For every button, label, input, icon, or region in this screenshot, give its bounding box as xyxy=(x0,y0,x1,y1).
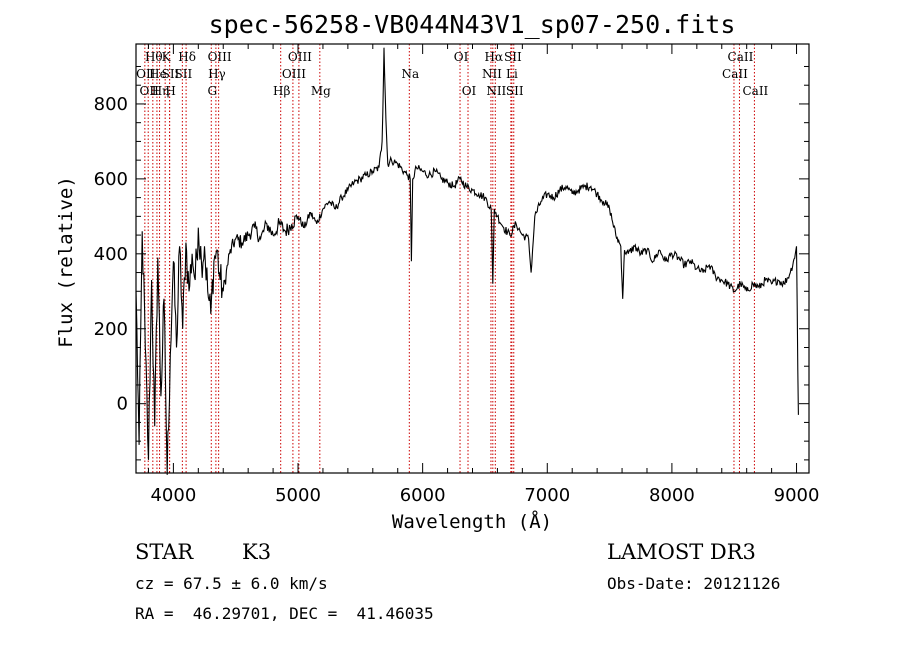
line-marker-label: G xyxy=(207,84,217,98)
spectrum-plot: spec-56258-VB044N43V1_sp07-250.fits OII O… xyxy=(55,10,820,533)
line-marker-label: H xyxy=(165,84,175,98)
line-marker-label: Hγ xyxy=(208,67,226,81)
line-marker-label: Hθ xyxy=(145,50,163,64)
line-marker-labels: OIIOIIHθHeHηKSIIHHδSIIGHγOIIIHβOIIIOIIIM… xyxy=(136,50,768,98)
line-marker-label: Hα xyxy=(485,50,504,64)
y-tick-label: 800 xyxy=(94,94,128,115)
line-marker-label: SII xyxy=(504,50,522,64)
line-marker-label: OII xyxy=(136,67,156,81)
line-marker-label: OI xyxy=(462,84,477,98)
line-marker-label: Hβ xyxy=(273,84,290,98)
line-marker-label: K xyxy=(162,50,172,64)
x-tick-label: 4000 xyxy=(150,485,196,506)
line-marker-label: OIII xyxy=(282,67,306,81)
coordinates: RA = 46.29701, DEC = 41.46035 xyxy=(135,604,434,623)
line-marker-label: NII xyxy=(486,84,506,98)
line-marker-label: SII xyxy=(506,84,524,98)
line-marker-label: SII xyxy=(162,67,180,81)
spectrum-line xyxy=(135,47,799,475)
line-marker-label: OIII xyxy=(288,50,312,64)
y-tick-label: 600 xyxy=(94,169,128,190)
line-marker-label: CaII xyxy=(728,50,754,64)
line-marker-label: Li xyxy=(506,67,518,81)
line-markers xyxy=(144,44,755,473)
y-tick-label: 400 xyxy=(94,244,128,265)
line-marker-label: Mg xyxy=(311,84,331,98)
axis-tick-labels: 4000 5000 6000 7000 8000 9000 0 200 400 600 800 xyxy=(94,94,820,506)
line-marker-label: OIII xyxy=(208,50,232,64)
object-class: STAR xyxy=(135,540,194,564)
redshift-info: cz = 67.5 ± 6.0 km/s xyxy=(135,574,328,593)
plot-frame xyxy=(135,43,810,474)
line-marker-label: Hη xyxy=(152,84,170,98)
axis-ticks xyxy=(136,44,809,473)
x-tick-label: 5000 xyxy=(275,485,321,506)
x-tick-label: 7000 xyxy=(524,485,570,506)
chart-title: spec-56258-VB044N43V1_sp07-250.fits xyxy=(209,10,736,39)
x-tick-label: 9000 xyxy=(774,485,820,506)
line-marker-label: SII xyxy=(175,67,193,81)
y-tick-label: 0 xyxy=(117,394,128,415)
x-tick-label: 8000 xyxy=(649,485,695,506)
line-marker-label: He xyxy=(149,67,167,81)
object-subclass: K3 xyxy=(242,540,272,564)
line-marker-label: CaII xyxy=(742,84,768,98)
survey-label: LAMOST DR3 xyxy=(607,540,756,564)
line-marker-label: CaII xyxy=(722,67,748,81)
line-marker-label: OII xyxy=(140,84,160,98)
line-marker-label: OI xyxy=(454,50,469,64)
line-marker-label: NII xyxy=(482,67,502,81)
line-marker-label: Hδ xyxy=(178,50,196,64)
y-axis-label: Flux (relative) xyxy=(55,176,77,348)
obs-date: Obs-Date: 20121126 xyxy=(607,574,781,593)
line-marker-label: Na xyxy=(401,67,419,81)
x-tick-label: 6000 xyxy=(400,485,446,506)
x-axis-label: Wavelength (Å) xyxy=(392,510,552,533)
y-tick-label: 200 xyxy=(94,319,128,340)
